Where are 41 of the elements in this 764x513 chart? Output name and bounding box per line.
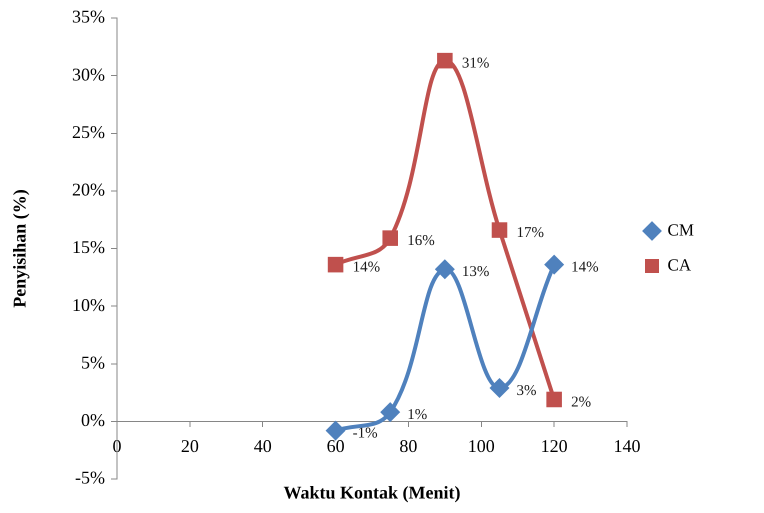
data-label: -1% bbox=[352, 426, 378, 442]
y-tick-label: 35% bbox=[72, 6, 105, 27]
data-label: 16% bbox=[407, 233, 435, 250]
y-tick-label: 15% bbox=[72, 237, 105, 258]
y-axis-title: Penyisihan (%) bbox=[9, 189, 30, 308]
data-label: 14% bbox=[352, 260, 380, 276]
point bbox=[326, 420, 346, 441]
x-tick-label: 140 bbox=[614, 436, 640, 456]
data-label: 17% bbox=[516, 224, 544, 241]
y-tick-label: 25% bbox=[72, 122, 105, 142]
x-tick-label: 100 bbox=[468, 436, 495, 456]
data-label: 3% bbox=[516, 382, 536, 399]
data-label: 31% bbox=[462, 56, 490, 72]
point bbox=[328, 256, 344, 272]
x-tick-label: 60 bbox=[326, 436, 345, 456]
x-tick-label: 40 bbox=[254, 436, 272, 456]
point bbox=[380, 402, 400, 422]
legend-label: CM bbox=[668, 220, 694, 240]
y-tick-label: 0% bbox=[81, 410, 105, 430]
point bbox=[544, 254, 564, 275]
point bbox=[490, 378, 510, 398]
y-tick-label: 10% bbox=[72, 294, 105, 315]
y-tick-label: 5% bbox=[81, 352, 105, 372]
point bbox=[434, 259, 455, 280]
data-label: 14% bbox=[571, 260, 599, 276]
point bbox=[546, 392, 562, 408]
y-tick-label: 20% bbox=[72, 180, 105, 200]
x-tick-label: 80 bbox=[399, 436, 418, 456]
point bbox=[437, 52, 453, 68]
legend-label: CA bbox=[668, 255, 692, 274]
y-tick-label: 30% bbox=[72, 64, 105, 84]
x-tick-label: 0 bbox=[112, 436, 122, 456]
point bbox=[382, 230, 398, 246]
point bbox=[492, 222, 508, 238]
x-tick-label: 20 bbox=[180, 436, 199, 456]
data-label: 2% bbox=[571, 394, 592, 410]
x-axis-title: Waktu Kontak (Menit) bbox=[283, 482, 461, 503]
y-tick-label: -5% bbox=[75, 468, 105, 488]
x-tick-label: 120 bbox=[540, 436, 568, 456]
data-label: 1% bbox=[407, 407, 428, 424]
data-label: 13% bbox=[462, 264, 490, 280]
